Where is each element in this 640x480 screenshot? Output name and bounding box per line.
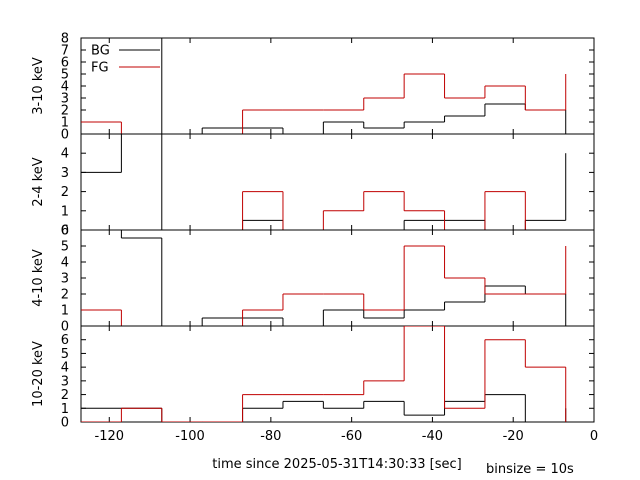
series-group bbox=[81, 38, 567, 134]
panel-frame bbox=[80, 229, 595, 327]
y-axis-label: 2-4 keV bbox=[31, 157, 46, 206]
x-tick-label: -60 bbox=[341, 429, 362, 444]
legend-label-bg: BG bbox=[91, 44, 110, 59]
y-tick-label: 5 bbox=[61, 347, 69, 362]
x-tick-label: -80 bbox=[260, 429, 281, 444]
y-tick-label: 5 bbox=[61, 240, 69, 255]
panel-frame bbox=[80, 133, 595, 231]
y-tick-label: 0 bbox=[61, 320, 69, 335]
y-tick-label: 2 bbox=[61, 288, 69, 303]
y-tick-label: 5 bbox=[61, 68, 69, 83]
y-tick-label: 4 bbox=[61, 147, 69, 162]
y-tick-label: 7 bbox=[61, 44, 69, 59]
y-tick-label: 3 bbox=[61, 272, 69, 287]
panel-frame bbox=[80, 325, 595, 423]
y-axis-label: 3-10 keV bbox=[31, 57, 46, 115]
series-group bbox=[81, 230, 567, 326]
y-tick-label: 1 bbox=[61, 204, 69, 219]
x-tick-label: 0 bbox=[590, 429, 598, 444]
y-tick-label: 2 bbox=[61, 185, 69, 200]
legend-label-fg: FG bbox=[91, 61, 109, 76]
series-group bbox=[81, 134, 567, 230]
y-tick-label: 2 bbox=[61, 104, 69, 119]
y-tick-label: 0 bbox=[61, 224, 69, 239]
panel-2: 0 1 2 3 4 2-4 keV bbox=[31, 133, 595, 239]
x-tick-label: -100 bbox=[175, 429, 205, 444]
y-axis-label: 10-20 keV bbox=[31, 341, 46, 407]
y-tick-label: 0 bbox=[61, 416, 69, 431]
y-tick-label: 3 bbox=[61, 92, 69, 107]
y-tick-label: 6 bbox=[61, 333, 69, 348]
y-tick-label: 1 bbox=[61, 402, 69, 417]
y-tick-label: 6 bbox=[61, 224, 69, 239]
x-tick-label: -120 bbox=[95, 429, 125, 444]
y-axis-label: 4-10 keV bbox=[31, 249, 46, 307]
y-tick-label: 6 bbox=[61, 56, 69, 71]
binsize-label: binsize = 10s bbox=[486, 462, 574, 477]
x-tick-label: -40 bbox=[422, 429, 443, 444]
y-tick-label: 4 bbox=[61, 80, 69, 95]
y-tick-label: 2 bbox=[61, 388, 69, 403]
y-tick-label: 3 bbox=[61, 166, 69, 181]
y-tick-label: 8 bbox=[61, 32, 69, 47]
series-group bbox=[81, 326, 567, 422]
y-tick-label: 3 bbox=[61, 374, 69, 389]
y-tick-label: 1 bbox=[61, 116, 69, 131]
y-tick-label: 0 bbox=[61, 128, 69, 143]
y-tick-label: 1 bbox=[61, 304, 69, 319]
x-tick-label: -20 bbox=[503, 429, 524, 444]
y-tick-label: 4 bbox=[61, 256, 69, 271]
x-axis-label: time since 2025-05-31T14:30:33 [sec] bbox=[212, 457, 461, 472]
y-tick-label: 4 bbox=[61, 361, 69, 376]
